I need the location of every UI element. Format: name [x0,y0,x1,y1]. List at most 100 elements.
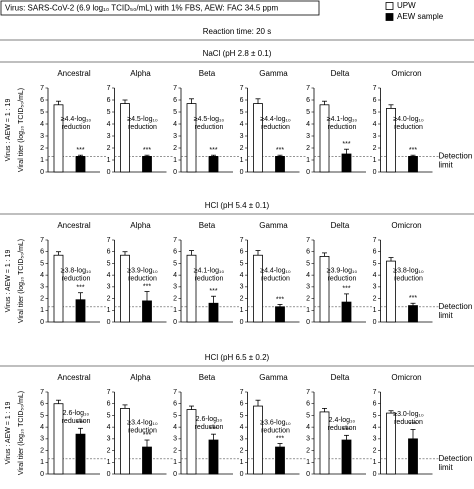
y-tick-label: 2 [373,145,377,152]
y-tick-label: 2 [173,295,177,302]
bar [319,411,330,475]
y-tick-label: 4 [373,424,377,431]
reduction-label: reduction [394,275,423,282]
y-tick-label: 4 [240,121,244,128]
y-tick-label: 2 [306,447,310,454]
y-tick-label: 2 [306,295,310,302]
y-tick-label: 5 [240,412,244,419]
y-tick-label: 1 [173,157,177,164]
significance: *** [342,141,350,148]
y-tick-label: 7 [107,85,111,92]
y-tick-label: 5 [107,260,111,267]
legend-label: UPW [397,1,416,10]
bar [208,302,219,323]
y-tick-label: 5 [173,260,177,267]
y-tick-label: 1 [306,307,310,314]
y-tick-label: 3 [107,284,111,291]
y-tick-label: 1 [107,459,111,466]
significance: *** [143,432,151,439]
reduction-label: ≥3.0-log₁₀ [393,411,424,418]
y-tick-label: 5 [173,109,177,116]
y-tick-label: 7 [173,389,177,396]
y-tick-label: 6 [40,97,44,104]
y-tick-label: 1 [173,307,177,314]
y-tick-label: 6 [173,97,177,104]
y-tick-label: 6 [40,249,44,256]
panel-title: Alpha [130,221,151,230]
significance: *** [276,147,284,154]
significance: *** [342,427,350,434]
y-tick-label: 5 [40,109,44,116]
panel-title: Beta [199,221,216,230]
y-tick-label: 7 [306,237,310,244]
detection-label: Detection [439,302,473,311]
y-tick-label: 3 [40,133,44,140]
condition-label: NaCl (pH 2.8 ± 0.1) [203,49,272,58]
reduction-label: ≥3.4-log₁₀ [127,419,158,426]
y-tick-label: 6 [306,97,310,104]
bar [253,405,263,475]
y-tick-label: 3 [240,284,244,291]
y-tick-label: 5 [373,109,377,116]
y-tick-label: 7 [40,237,44,244]
significance: *** [209,426,217,433]
panel-title: Gamma [259,221,288,230]
y-tick-label: 1 [107,157,111,164]
reaction-time: Reaction time: 20 s [203,27,271,36]
y-tick-label: 5 [373,412,377,419]
y-tick-label: 6 [240,97,244,104]
reduction-label: ≥3.9-log₁₀ [127,267,158,274]
bar [319,104,330,173]
y-tick-label: 3 [373,133,377,140]
y-tick-label: 7 [373,237,377,244]
y-tick-label: 5 [306,412,310,419]
y-tick-label: 7 [373,85,377,92]
reduction-label: ≥4.4-log₁₀ [260,267,291,274]
y-tick-label: 6 [373,249,377,256]
reduction-label: ≥4.5-log₁₀ [127,116,158,123]
panel-title: Ancestral [57,69,91,78]
y-tick-label: 7 [240,85,244,92]
y-tick-label: 7 [107,389,111,396]
panel-title: Omicron [391,373,421,382]
bar [275,446,285,475]
y-tick-label: 3 [107,133,111,140]
y-tick-label: 2 [107,145,111,152]
y-tick-label: 0 [173,471,177,478]
bar [408,438,418,475]
reduction-label: reduction [394,419,423,426]
y-tick-label: 7 [173,85,177,92]
y-tick-label: 4 [107,272,111,279]
y-tick-label: 1 [107,307,111,314]
bar [253,254,263,323]
reduction-label: 2.4-log₁₀ [329,417,356,424]
y-tick-label: 4 [373,272,377,279]
bar [75,433,86,475]
y-tick-label: 4 [306,121,310,128]
y-axis-label: Virus : AEW = 1 : 19 [5,402,12,465]
reduction-label: ≥3.8-log₁₀ [61,267,92,274]
y-tick-label: 3 [373,284,377,291]
reduction-label: reduction [62,275,91,282]
reduction-label: reduction [261,427,290,434]
y-tick-label: 5 [240,109,244,116]
y-tick-label: 2 [240,145,244,152]
y-tick-label: 7 [306,389,310,396]
y-tick-label: 1 [40,157,44,164]
y-tick-label: 0 [306,471,310,478]
y-axis-label: Viral titer (log₁₀ TCID₅₀/mL) [18,239,25,323]
y-tick-label: 6 [240,249,244,256]
y-tick-label: 4 [40,272,44,279]
significance: *** [76,420,84,427]
bar [275,306,285,323]
y-tick-label: 7 [306,85,310,92]
y-tick-label: 5 [40,260,44,267]
panel-title: Ancestral [57,221,91,230]
y-tick-label: 0 [306,169,310,176]
y-tick-label: 6 [173,249,177,256]
y-tick-label: 4 [173,121,177,128]
panel-title: Delta [331,69,350,78]
y-tick-label: 0 [240,169,244,176]
bar [53,104,64,173]
